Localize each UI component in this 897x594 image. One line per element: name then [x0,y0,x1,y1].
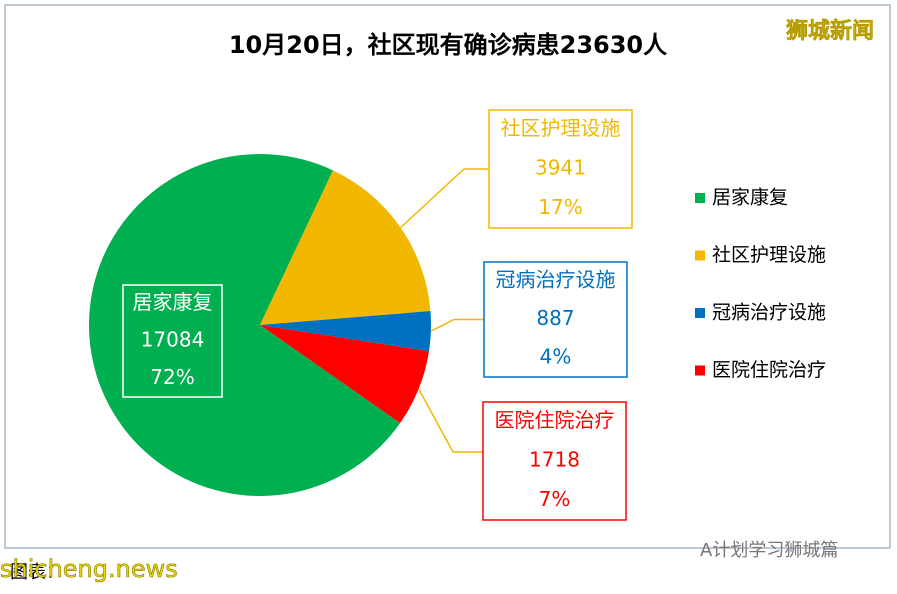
label-percent: 7% [539,487,571,511]
legend-label: 冠病治疗设施 [712,302,826,324]
legend-swatch [695,193,705,203]
label-box [483,261,628,378]
legend-label: 社区护理设施 [712,244,826,266]
site-watermark: shicheng.news [0,555,178,583]
label-value: 887 [536,306,574,330]
label-category: 居家康复 [133,290,213,314]
pie-slice [260,325,429,424]
legend-label: 医院住院治疗 [712,359,826,381]
label-category: 医院住院治疗 [495,408,615,432]
label-category: 冠病治疗设施 [496,268,616,292]
legend-swatch [695,365,705,376]
source: 图表： [10,562,64,583]
label-value: 3941 [535,156,586,180]
label-percent: 72% [150,365,194,389]
legend-label: 居家康复 [712,187,788,209]
label-category: 社区护理设施 [501,116,621,140]
pie-slice [88,153,401,496]
label-value: 17084 [141,328,205,352]
watermark: 狮城新闻 [786,18,874,44]
label-value: 1718 [529,448,580,472]
account: A计划学习狮城篇 [700,540,838,561]
label-box [488,109,633,229]
legend-swatch [695,250,705,261]
pie-slice [260,311,431,352]
pie-slice [260,170,431,325]
chart-title: 10月20日，社区现有确诊病患23630人 [229,31,667,59]
legend-swatch [695,308,705,318]
leader-line [400,168,489,229]
label-box [482,401,627,521]
label-percent: 4% [540,344,572,368]
label-box [122,284,223,398]
leader-line [417,388,483,453]
label-percent: 17% [538,195,582,219]
leader-line [430,318,484,332]
